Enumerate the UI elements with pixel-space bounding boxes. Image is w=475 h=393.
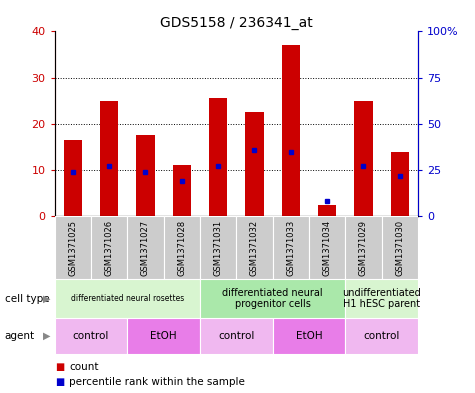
Text: ■: ■ — [55, 362, 64, 373]
Bar — [64, 140, 82, 216]
Bar — [246, 112, 264, 216]
Bar — [173, 165, 191, 216]
Text: differentiated neural
progenitor cells: differentiated neural progenitor cells — [222, 288, 323, 309]
Bar — [127, 318, 200, 354]
Bar — [55, 216, 91, 279]
Bar — [91, 216, 127, 279]
Text: GSM1371030: GSM1371030 — [395, 220, 404, 275]
Text: GSM1371031: GSM1371031 — [214, 220, 223, 275]
Bar — [163, 216, 200, 279]
Text: ▶: ▶ — [43, 294, 50, 304]
Bar — [345, 279, 418, 318]
Bar — [354, 101, 372, 216]
Text: count: count — [69, 362, 98, 373]
Bar — [127, 216, 163, 279]
Text: cell type: cell type — [5, 294, 49, 304]
Bar — [345, 318, 418, 354]
Bar — [318, 205, 336, 216]
Text: GSM1371032: GSM1371032 — [250, 220, 259, 275]
Text: EtOH: EtOH — [295, 331, 323, 341]
Bar — [200, 279, 345, 318]
Bar — [55, 279, 200, 318]
Bar — [136, 135, 154, 216]
Bar — [273, 318, 345, 354]
Text: EtOH: EtOH — [150, 331, 177, 341]
Text: ▶: ▶ — [43, 331, 50, 341]
Text: GSM1371029: GSM1371029 — [359, 220, 368, 275]
Text: agent: agent — [5, 331, 35, 341]
Title: GDS5158 / 236341_at: GDS5158 / 236341_at — [160, 17, 313, 30]
Bar — [309, 216, 345, 279]
Text: GSM1371027: GSM1371027 — [141, 220, 150, 275]
Text: control: control — [218, 331, 255, 341]
Text: ■: ■ — [55, 377, 64, 387]
Bar — [237, 216, 273, 279]
Bar — [55, 318, 127, 354]
Bar — [200, 318, 273, 354]
Text: undifferentiated
H1 hESC parent: undifferentiated H1 hESC parent — [342, 288, 421, 309]
Bar — [381, 216, 418, 279]
Text: GSM1371026: GSM1371026 — [104, 220, 114, 275]
Text: GSM1371034: GSM1371034 — [323, 220, 332, 275]
Bar — [391, 151, 409, 216]
Bar — [100, 101, 118, 216]
Bar — [200, 216, 237, 279]
Text: GSM1371028: GSM1371028 — [177, 220, 186, 275]
Text: differentiated neural rosettes: differentiated neural rosettes — [71, 294, 184, 303]
Text: GSM1371033: GSM1371033 — [286, 219, 295, 276]
Bar — [345, 216, 381, 279]
Text: control: control — [363, 331, 400, 341]
Bar — [209, 98, 227, 216]
Bar — [282, 45, 300, 216]
Text: control: control — [73, 331, 109, 341]
Text: percentile rank within the sample: percentile rank within the sample — [69, 377, 245, 387]
Bar — [273, 216, 309, 279]
Text: GSM1371025: GSM1371025 — [68, 220, 77, 275]
